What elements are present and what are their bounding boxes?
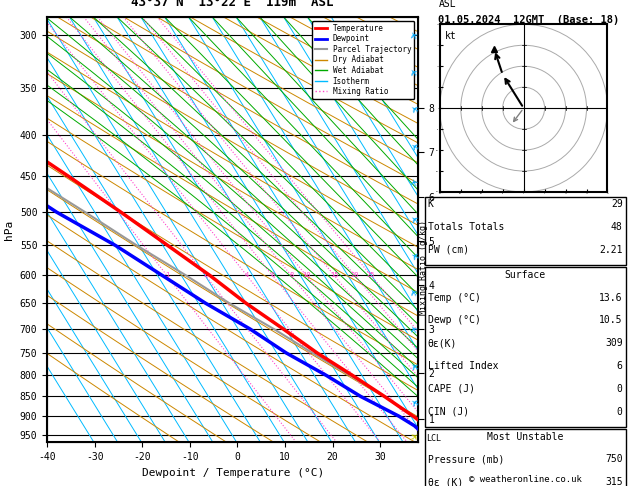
Text: ✈: ✈ <box>409 248 421 260</box>
Text: 01.05.2024  12GMT  (Base: 18): 01.05.2024 12GMT (Base: 18) <box>438 15 619 25</box>
Text: 309: 309 <box>605 338 623 348</box>
Text: 20: 20 <box>350 273 359 278</box>
Text: Dewp (°C): Dewp (°C) <box>428 315 481 326</box>
Text: θε(K): θε(K) <box>428 338 457 348</box>
Text: 0: 0 <box>617 384 623 394</box>
Text: Pressure (mb): Pressure (mb) <box>428 454 504 465</box>
X-axis label: Dewpoint / Temperature (°C): Dewpoint / Temperature (°C) <box>142 468 324 478</box>
Text: 2.21: 2.21 <box>599 245 623 255</box>
Text: ✈: ✈ <box>409 431 421 444</box>
Text: 750: 750 <box>605 454 623 465</box>
Text: Temp (°C): Temp (°C) <box>428 293 481 303</box>
Text: ✈: ✈ <box>409 211 421 224</box>
Legend: Temperature, Dewpoint, Parcel Trajectory, Dry Adiabat, Wet Adiabat, Isotherm, Mi: Temperature, Dewpoint, Parcel Trajectory… <box>312 21 415 99</box>
Text: ✈: ✈ <box>409 394 421 407</box>
Text: 1: 1 <box>165 273 169 278</box>
Text: 13.6: 13.6 <box>599 293 623 303</box>
Text: θε (K): θε (K) <box>428 477 463 486</box>
Text: Mixing Ratio (g/kg): Mixing Ratio (g/kg) <box>419 220 428 315</box>
Text: 43°37'N  13°22'E  119m  ASL: 43°37'N 13°22'E 119m ASL <box>131 0 334 8</box>
Text: 315: 315 <box>605 477 623 486</box>
Text: 48: 48 <box>611 222 623 232</box>
Text: Surface: Surface <box>504 270 546 280</box>
Text: km
ASL: km ASL <box>439 0 457 8</box>
Text: 0: 0 <box>617 407 623 417</box>
Text: kt: kt <box>445 31 457 41</box>
Text: 2: 2 <box>203 273 208 278</box>
Text: CAPE (J): CAPE (J) <box>428 384 475 394</box>
Text: ✈: ✈ <box>409 28 421 40</box>
Text: Most Unstable: Most Unstable <box>487 432 564 442</box>
Text: 15: 15 <box>330 273 338 278</box>
Text: ✈: ✈ <box>409 138 421 150</box>
Text: ✈: ✈ <box>409 284 421 297</box>
Text: ✈: ✈ <box>409 358 421 370</box>
Y-axis label: hPa: hPa <box>4 220 14 240</box>
Text: 6: 6 <box>617 361 623 371</box>
Text: Lifted Index: Lifted Index <box>428 361 498 371</box>
Text: ✈: ✈ <box>409 101 421 114</box>
Text: 4: 4 <box>245 273 249 278</box>
Text: CIN (J): CIN (J) <box>428 407 469 417</box>
Text: K: K <box>428 199 433 209</box>
Text: PW (cm): PW (cm) <box>428 245 469 255</box>
Text: 29: 29 <box>611 199 623 209</box>
Text: LCL: LCL <box>426 434 441 443</box>
Text: 10: 10 <box>302 273 310 278</box>
Text: ✈: ✈ <box>409 321 421 333</box>
Text: 25: 25 <box>367 273 376 278</box>
Text: ✈: ✈ <box>409 64 421 77</box>
Text: Totals Totals: Totals Totals <box>428 222 504 232</box>
Text: 10.5: 10.5 <box>599 315 623 326</box>
Text: 6: 6 <box>270 273 274 278</box>
Text: © weatheronline.co.uk: © weatheronline.co.uk <box>469 474 582 484</box>
Text: 8: 8 <box>289 273 293 278</box>
Text: ✈: ✈ <box>409 175 421 186</box>
